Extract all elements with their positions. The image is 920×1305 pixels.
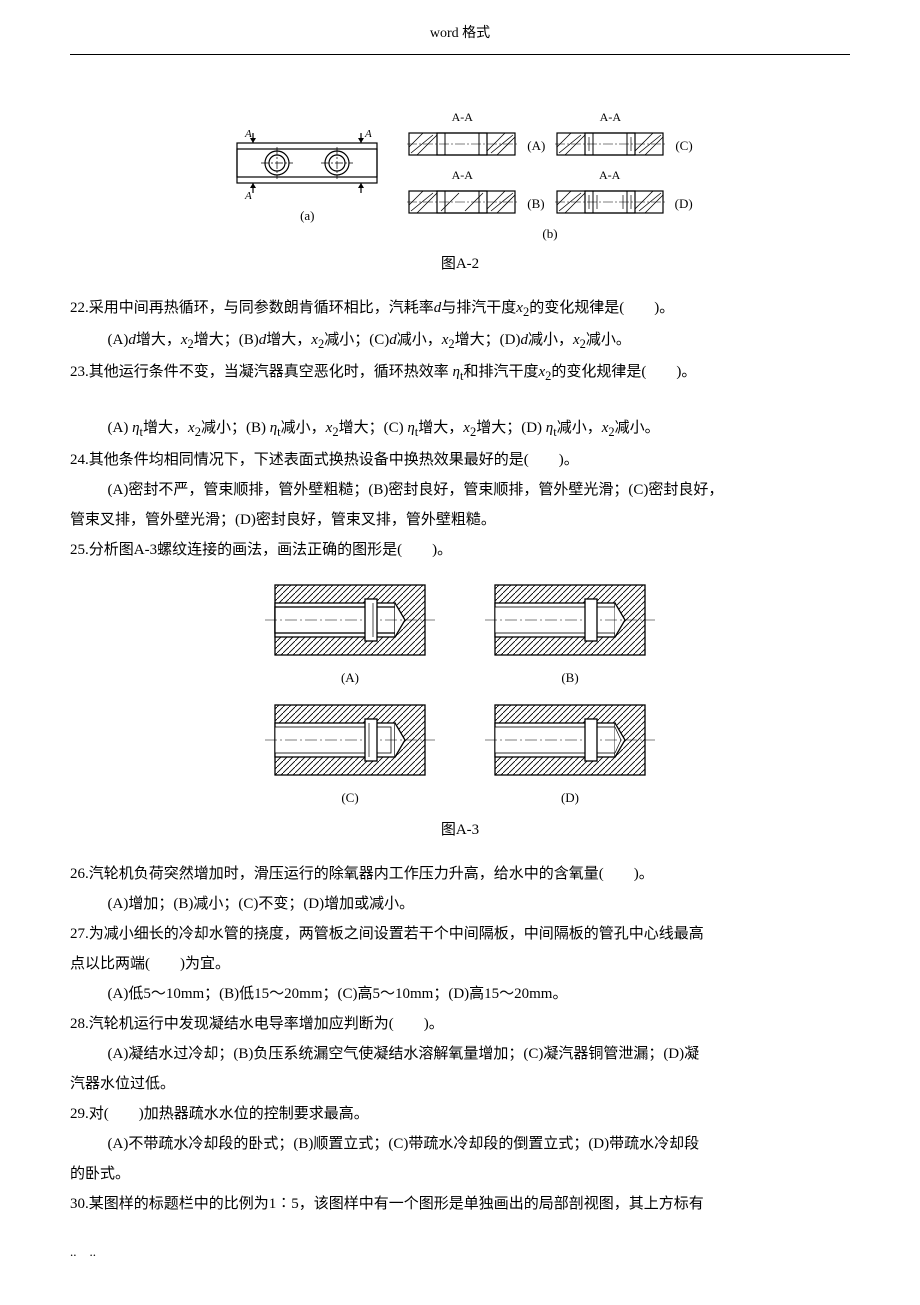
figure-A2-panel-a: A A A (a) bbox=[227, 123, 387, 229]
q26-num: 26. bbox=[70, 866, 89, 882]
opt-a-label: (A) bbox=[527, 133, 545, 159]
fig-A2-caption: 图A-2 bbox=[70, 249, 850, 279]
q23-options: (A) ηt增大，x2减小；(B) ηt减小，x2增大；(C) ηt增大，x2增… bbox=[70, 413, 850, 445]
a3-label-a: (A) bbox=[341, 665, 359, 691]
svg-text:A: A bbox=[244, 190, 252, 202]
q23-num: 23. bbox=[70, 364, 89, 380]
question-23: 23.其他运行条件不变，当凝汽器真空恶化时，循环热效率 ηt和排汽干度x2的变化… bbox=[70, 357, 850, 389]
svg-thread-c bbox=[265, 695, 435, 785]
q28-options-1: (A)凝结水过冷却；(B)负压系统漏空气使凝结水溶解氧量增加；(C)凝汽器铜管泄… bbox=[70, 1039, 850, 1069]
q29-text: 对( )加热器疏水水位的控制要求最高。 bbox=[89, 1106, 369, 1122]
q24-options-1: (A)密封不严，管束顺排，管外壁粗糙；(B)密封良好，管束顺排，管外壁光滑；(C… bbox=[70, 475, 850, 505]
svg-text:A: A bbox=[364, 128, 372, 140]
svg-option-c bbox=[555, 129, 665, 159]
figure-A2-panel-b: A-A (A) A-A bbox=[407, 105, 692, 247]
q22-options: (A)d增大，x2增大；(B)d增大，x2减小；(C)d减小，x2增大；(D)d… bbox=[70, 325, 850, 357]
q22-post: 的变化规律是( )。 bbox=[529, 300, 674, 316]
svg-text:A: A bbox=[244, 128, 252, 140]
question-29: 29.对( )加热器疏水水位的控制要求最高。 bbox=[70, 1099, 850, 1129]
header-text: word 格式 bbox=[430, 26, 490, 41]
figure-A2: A A A (a) A-A bbox=[70, 105, 850, 247]
q22-mid: 与排汽干度 bbox=[441, 300, 516, 316]
svg-thread-d bbox=[485, 695, 655, 785]
question-26: 26.汽轮机负荷突然增加时，滑压运行的除氧器内工作压力升高，给水中的含氧量( )… bbox=[70, 859, 850, 889]
opt-d-label: (D) bbox=[675, 191, 693, 217]
q22-pre: 采用中间再热循环，与同参数朗肯循环相比，汽耗率 bbox=[89, 300, 434, 316]
opt-b-label: (B) bbox=[527, 191, 544, 217]
a3-label-b: (B) bbox=[561, 665, 578, 691]
panel-b-label: (b) bbox=[542, 221, 557, 247]
svg-thread-a bbox=[265, 575, 435, 665]
q22-x: x bbox=[516, 300, 523, 316]
svg-option-d bbox=[555, 187, 665, 217]
question-22: 22.采用中间再热循环，与同参数朗肯循环相比，汽耗率d与排汽干度x2的变化规律是… bbox=[70, 293, 850, 325]
panel-a-label: (a) bbox=[300, 203, 314, 229]
section-header-2: A-A bbox=[452, 163, 473, 187]
svg-option-a bbox=[407, 129, 517, 159]
q25-text: 分析图A-3螺纹连接的画法，画法正确的图形是( )。 bbox=[89, 542, 452, 558]
section-header-1: A-A bbox=[452, 105, 473, 129]
svg-option-b bbox=[407, 187, 517, 217]
q26-options: (A)增加；(B)减小；(C)不变；(D)增加或减小。 bbox=[70, 889, 850, 919]
q28-options-2: 汽器水位过低。 bbox=[70, 1069, 850, 1099]
q30-num: 30. bbox=[70, 1196, 89, 1212]
question-30: 30.某图样的标题栏中的比例为1∶5，该图样中有一个图形是单独画出的局部剖视图，… bbox=[70, 1189, 850, 1219]
q24-text: 其他条件均相同情况下，下述表面式换热设备中换热效果最好的是( )。 bbox=[89, 452, 579, 468]
q24-num: 24. bbox=[70, 452, 89, 468]
q30-text: 某图样的标题栏中的比例为1∶5，该图样中有一个图形是单独画出的局部剖视图，其上方… bbox=[89, 1196, 704, 1212]
page-header: word 格式 bbox=[70, 20, 850, 55]
section-header-4: A-A bbox=[599, 163, 620, 187]
opt-c-label: (C) bbox=[675, 133, 692, 159]
q27-num: 27. bbox=[70, 926, 89, 942]
q29-options-1: (A)不带疏水冷却段的卧式；(B)顺置立式；(C)带疏水冷却段的倒置立式；(D)… bbox=[70, 1129, 850, 1159]
q29-num: 29. bbox=[70, 1106, 89, 1122]
a3-label-d: (D) bbox=[561, 785, 579, 811]
q28-text: 汽轮机运行中发现凝结水电导率增加应判断为( )。 bbox=[89, 1016, 444, 1032]
question-24: 24.其他条件均相同情况下，下述表面式换热设备中换热效果最好的是( )。 bbox=[70, 445, 850, 475]
q27-text1: 为减小细长的冷却水管的挠度，两管板之间设置若干个中间隔板，中间隔板的管孔中心线最… bbox=[89, 926, 704, 942]
svg-thread-b bbox=[485, 575, 655, 665]
q27-options: (A)低5～10mm；(B)低15～20mm；(C)高5～10mm；(D)高15… bbox=[70, 979, 850, 1009]
q25-num: 25. bbox=[70, 542, 89, 558]
q27-text2: 点以比两端( )为宜。 bbox=[70, 949, 850, 979]
figure-A3: (A) (B) bbox=[70, 575, 850, 811]
question-25: 25.分析图A-3螺纹连接的画法，画法正确的图形是( )。 bbox=[70, 535, 850, 565]
footer-dots: .. .. bbox=[70, 1239, 850, 1265]
question-27: 27.为减小细长的冷却水管的挠度，两管板之间设置若干个中间隔板，中间隔板的管孔中… bbox=[70, 919, 850, 949]
fig-A3-caption: 图A-3 bbox=[70, 815, 850, 845]
q22-num: 22. bbox=[70, 300, 89, 316]
a3-label-c: (C) bbox=[341, 785, 358, 811]
q29-options-2: 的卧式。 bbox=[70, 1159, 850, 1189]
spacer bbox=[70, 389, 850, 413]
q28-num: 28. bbox=[70, 1016, 89, 1032]
q24-options-2: 管束叉排，管外壁光滑；(D)密封良好，管束叉排，管外壁粗糙。 bbox=[70, 505, 850, 535]
section-header-3: A-A bbox=[600, 105, 621, 129]
svg-panel-a: A A A bbox=[227, 123, 387, 203]
q26-text: 汽轮机负荷突然增加时，滑压运行的除氧器内工作压力升高，给水中的含氧量( )。 bbox=[89, 866, 654, 882]
question-28: 28.汽轮机运行中发现凝结水电导率增加应判断为( )。 bbox=[70, 1009, 850, 1039]
